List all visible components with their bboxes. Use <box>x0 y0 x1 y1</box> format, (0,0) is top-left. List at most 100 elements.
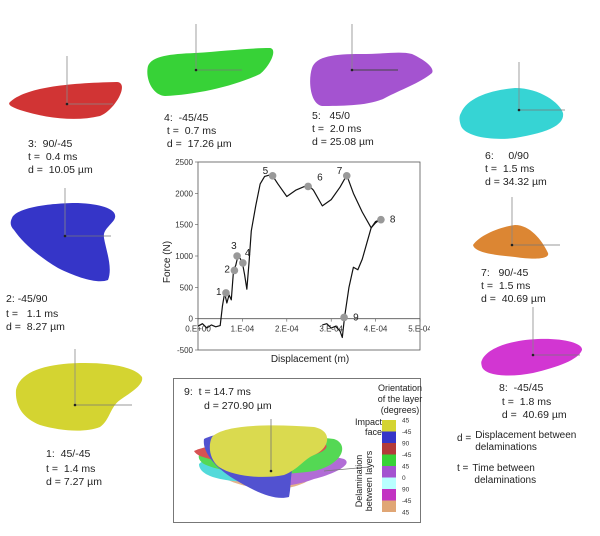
inset-displacement: d = 270.90 µm <box>204 400 272 412</box>
delamination-point-6 <box>304 182 312 191</box>
x-tick-label: 1.E-04 <box>231 325 255 334</box>
time-value: 1.5 ms <box>502 163 535 175</box>
orientation: 45/0 <box>329 110 350 122</box>
x-tick-label: 5.E-04 <box>408 325 430 334</box>
point-label-7: 7 <box>337 166 343 177</box>
legend-swatch <box>382 443 396 455</box>
t-prefix: t = <box>481 280 493 292</box>
y-tick-label: 0 <box>189 315 194 324</box>
x-tick-label: 3.E-04 <box>319 325 343 334</box>
displacement-value: 25.08 µm <box>329 136 374 148</box>
delamination-point-2 <box>230 266 239 275</box>
displacement-value: 17.26 µm <box>187 138 232 150</box>
legend-value: -45 <box>402 498 412 505</box>
legend-title-line-2: of the layer <box>377 394 423 404</box>
delamination-shape-3 <box>9 56 122 119</box>
delamination-shape-1 <box>15 349 143 431</box>
impact-face-line-1: Impact <box>354 417 382 427</box>
delamination-shape-2 <box>10 188 116 282</box>
d-prefix: d = <box>6 321 21 333</box>
time-value: 0.4 ms <box>45 151 78 163</box>
t-prefix: t = <box>312 123 324 135</box>
orientation: 0/90 <box>508 150 529 162</box>
time-value: 1.1 ms <box>26 308 59 320</box>
force-displacement-chart: -500 0 500 1000 1500 2000 2500 0.E+00 1.E-04 2.E-… <box>162 158 430 365</box>
t-prefix: t = <box>501 396 514 408</box>
point-label-1: 1 <box>216 287 222 298</box>
t-prefix: t = <box>166 125 179 137</box>
d-prefix: d = <box>166 138 182 150</box>
legend-swatch <box>382 431 396 443</box>
t-prefix: t = <box>485 163 497 175</box>
delamination-label: 4: <box>164 112 173 124</box>
y-axis-title: Force (N) <box>162 241 173 283</box>
shape-fill <box>481 338 583 376</box>
legend-swatch <box>382 420 396 432</box>
delamination-label: 6: <box>485 150 494 162</box>
orientation: -45/45 <box>513 382 544 394</box>
t-definition-line-1: Time between <box>472 463 535 474</box>
orientation: 45/-45 <box>60 448 91 460</box>
legend-value: 45 <box>402 418 410 425</box>
delamination-shape-4 <box>147 24 274 96</box>
t-definition-line-2: delaminations <box>474 475 537 486</box>
legend-value: -45 <box>402 429 412 436</box>
time-value: 1.8 ms <box>519 396 552 408</box>
inset-time: t = 14.7 ms <box>198 386 251 398</box>
delamination-label-line-1: Delamination <box>354 454 364 508</box>
time-value: 1.5 ms <box>498 280 531 292</box>
delamination-point-5 <box>268 171 277 180</box>
point-label-4: 4 <box>245 248 251 259</box>
orientation: -45/45 <box>178 112 209 124</box>
y-tick-label: 2000 <box>175 189 193 198</box>
delamination-shape-8 <box>481 307 583 376</box>
delamination-label: 5: <box>312 110 321 122</box>
orientation: 90/-45 <box>498 267 529 279</box>
t-symbol: t = <box>457 463 469 474</box>
point-label-8: 8 <box>390 215 396 226</box>
series-line-unloading <box>322 219 381 339</box>
legend-swatch <box>382 489 396 501</box>
x-tick-label: 0.E+00 <box>185 325 211 334</box>
legend-value: 0 <box>402 475 406 482</box>
displacement-value: 8.27 µm <box>26 321 65 333</box>
d-definition-line-1: Displacement between <box>475 430 577 441</box>
point-label-5: 5 <box>263 166 269 177</box>
displacement-value: 34.32 µm <box>502 176 547 188</box>
d-symbol: d = <box>457 433 472 444</box>
t-prefix: t = <box>46 463 58 475</box>
delamination-point-3 <box>233 252 241 260</box>
t-prefix: t = <box>6 308 18 320</box>
d-prefix: d = <box>501 409 517 421</box>
delamination-label-line-2: between layers <box>364 450 374 512</box>
delamination-shape-6 <box>459 62 565 139</box>
plot-area <box>197 161 421 351</box>
time-value: 0.7 ms <box>184 125 217 137</box>
time-value: 1.4 ms <box>63 463 96 475</box>
x-axis-title: Displacement (m) <box>271 354 349 365</box>
inset-label: 9: <box>184 386 193 398</box>
y-tick-label: 500 <box>180 283 194 292</box>
delamination-label: 1: <box>46 448 55 460</box>
d-prefix: d = <box>481 293 496 305</box>
orientation: -45/90 <box>17 293 48 305</box>
delamination-label: 8: <box>499 382 508 394</box>
d-prefix: d = <box>485 176 500 188</box>
legend-value: 45 <box>402 510 410 517</box>
layer-yellow <box>209 425 328 477</box>
displacement-value: 40.69 µm <box>522 409 567 421</box>
legend-swatch <box>382 477 396 489</box>
shape-fill <box>459 88 564 139</box>
delamination-point-9 <box>340 313 348 322</box>
point-label-9: 9 <box>353 312 359 323</box>
delamination-label: 2: <box>6 293 15 305</box>
legend-value: -45 <box>402 452 412 459</box>
shape-fill <box>473 225 549 259</box>
stacked-delaminations-illustration <box>194 419 370 498</box>
displacement-value: 40.69 µm <box>501 293 546 305</box>
inset-panel-9: 9: t = 14.7 ms d = 270.90 µm Orientation… <box>173 378 422 523</box>
d-prefix: d = <box>46 476 61 488</box>
definitions: d = Displacement between delaminations t… <box>457 430 597 487</box>
delamination-point-1 <box>222 289 230 297</box>
legend-swatch <box>382 500 396 512</box>
